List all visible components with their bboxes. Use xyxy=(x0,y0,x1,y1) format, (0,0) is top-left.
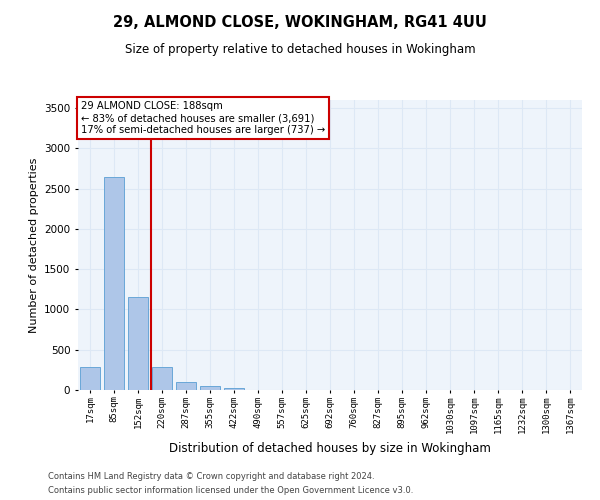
Y-axis label: Number of detached properties: Number of detached properties xyxy=(29,158,38,332)
Bar xyxy=(80,366,100,390)
Text: 29, ALMOND CLOSE, WOKINGHAM, RG41 4UU: 29, ALMOND CLOSE, WOKINGHAM, RG41 4UU xyxy=(113,15,487,30)
Bar xyxy=(128,298,148,390)
Bar xyxy=(152,366,172,390)
Text: 29 ALMOND CLOSE: 188sqm
← 83% of detached houses are smaller (3,691)
17% of semi: 29 ALMOND CLOSE: 188sqm ← 83% of detache… xyxy=(80,102,325,134)
Bar xyxy=(200,386,220,390)
Bar xyxy=(224,388,244,390)
X-axis label: Distribution of detached houses by size in Wokingham: Distribution of detached houses by size … xyxy=(169,442,491,454)
Text: Contains HM Land Registry data © Crown copyright and database right 2024.: Contains HM Land Registry data © Crown c… xyxy=(48,472,374,481)
Text: Contains public sector information licensed under the Open Government Licence v3: Contains public sector information licen… xyxy=(48,486,413,495)
Text: Size of property relative to detached houses in Wokingham: Size of property relative to detached ho… xyxy=(125,42,475,56)
Bar xyxy=(176,382,196,390)
Bar xyxy=(104,178,124,390)
